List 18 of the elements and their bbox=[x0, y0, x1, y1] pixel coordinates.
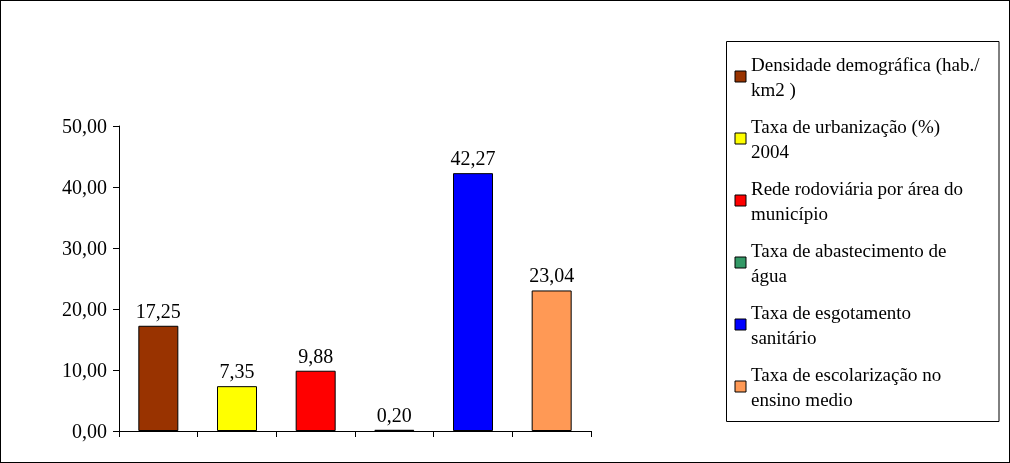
data-label: 17,25 bbox=[135, 299, 181, 322]
y-tick-label: 30,00 bbox=[62, 237, 107, 259]
data-label: 7,35 bbox=[219, 360, 255, 383]
y-tick-label: 20,00 bbox=[62, 298, 107, 320]
data-label: 23,04 bbox=[529, 264, 575, 287]
legend-label: Densidade demográfica (hab./km2 ) bbox=[751, 53, 981, 101]
data-label: 0,20 bbox=[376, 403, 412, 426]
data-label: 42,27 bbox=[450, 147, 496, 170]
legend-label: Taxa de escolarização no ensino medio bbox=[751, 363, 946, 410]
y-tick-label: 0,00 bbox=[72, 420, 107, 442]
legend-label: Taxa de abastecimento de água bbox=[751, 239, 952, 286]
legend-label: Taxa de esgotamento sanitário bbox=[751, 301, 916, 348]
y-tick-label: 10,00 bbox=[62, 359, 107, 381]
legend-label: Taxa de urbanização (%) 2004 bbox=[751, 115, 945, 162]
y-tick-label: 40,00 bbox=[62, 176, 107, 198]
y-tick-label: 50,00 bbox=[62, 115, 107, 137]
legend-label: Rede rodoviária por área do município bbox=[751, 177, 968, 224]
data-label: 9,88 bbox=[298, 344, 334, 367]
